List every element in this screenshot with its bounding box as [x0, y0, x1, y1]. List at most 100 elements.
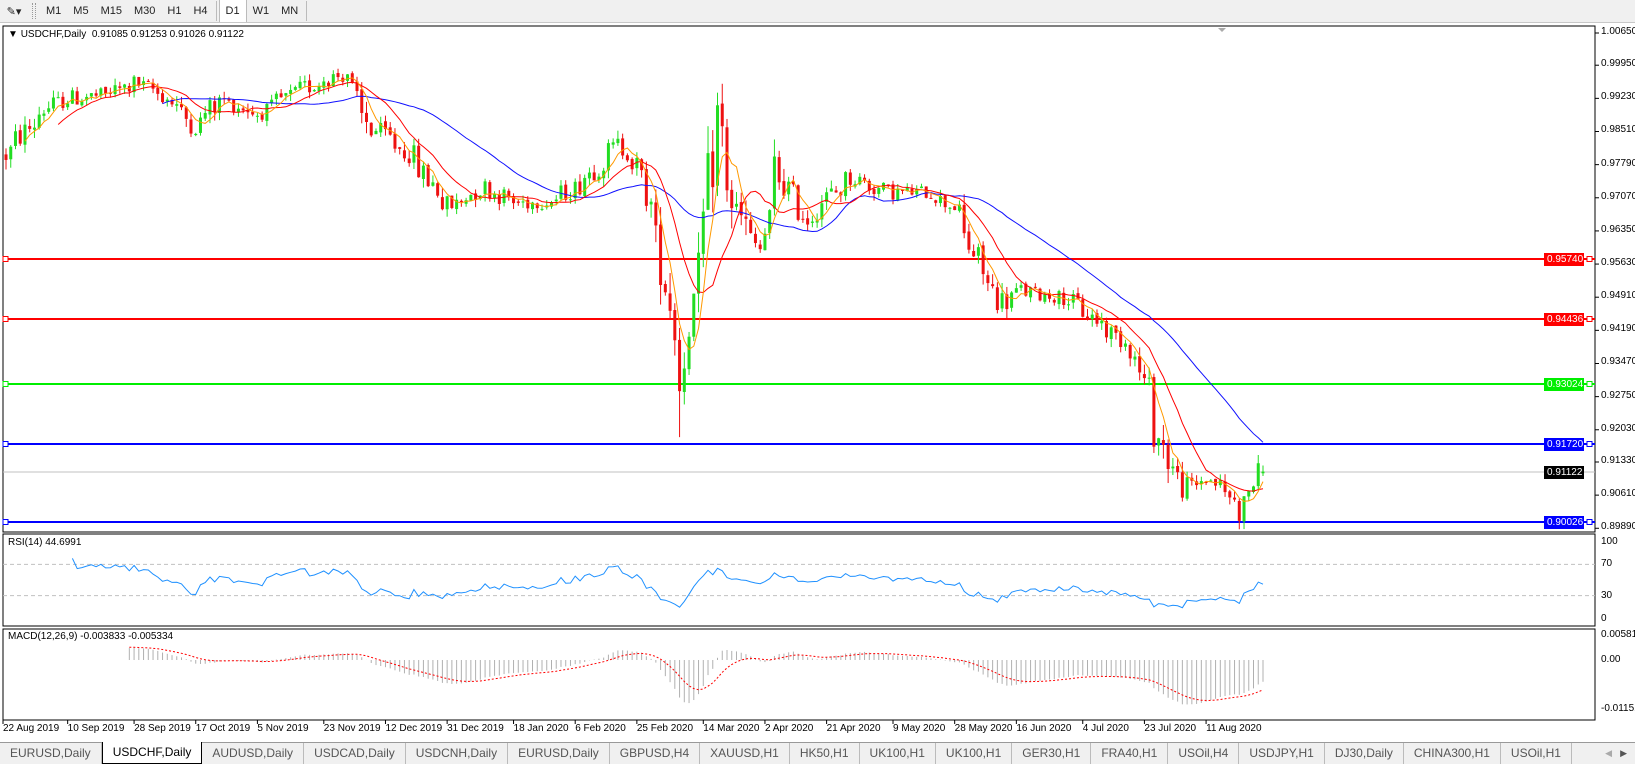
chart-tab[interactable]: USDCNH,Daily — [406, 743, 509, 764]
moving-average-mid — [57, 81, 1264, 492]
candle-down — [1152, 377, 1156, 447]
timeframe-mn[interactable]: MN — [281, 5, 299, 17]
candle-down — [1085, 316, 1089, 320]
candle-up — [123, 84, 127, 88]
candle-up — [379, 123, 383, 133]
candle-up — [716, 105, 720, 186]
date-axis-label: 4 Jul 2020 — [1082, 723, 1129, 734]
candle-down — [863, 177, 867, 181]
timeframe-h4[interactable]: H4 — [193, 5, 208, 17]
candle-down — [668, 293, 672, 311]
timeframe-toolbar: ✎▾ M1 M5 M15 M30 H1 H4 D1 W1 MN — [0, 0, 1635, 23]
rsi-axis-label: 0 — [1601, 613, 1607, 624]
candle-down — [934, 200, 938, 203]
candle-down — [739, 202, 743, 216]
candle-up — [1109, 327, 1113, 340]
candle-down — [426, 165, 430, 187]
chart-tab[interactable]: USOil,H1 — [1501, 743, 1572, 764]
collapse-triangle-icon[interactable]: ▼ — [8, 29, 18, 40]
chart-tab[interactable]: HK50,H1 — [790, 743, 860, 764]
candle-down — [848, 172, 852, 185]
line-handle[interactable] — [1586, 441, 1593, 447]
candle-up — [611, 142, 615, 145]
candle-up — [175, 104, 179, 106]
candle-up — [331, 74, 335, 87]
candle-up — [587, 172, 591, 179]
line-handle[interactable] — [2, 441, 9, 447]
timeframe-w1[interactable]: W1 — [252, 5, 270, 17]
line-handle[interactable] — [1586, 519, 1593, 525]
candle-down — [61, 96, 65, 108]
timeframe-m15[interactable]: M15 — [100, 5, 122, 17]
scroll-right-icon[interactable]: ▶ — [1620, 748, 1627, 758]
candle-down — [526, 199, 530, 209]
candle-down — [104, 86, 108, 94]
chart-tab[interactable]: UK100,H1 — [860, 743, 936, 764]
line-handle[interactable] — [1586, 316, 1593, 322]
chart-tab[interactable]: XAUUSD,H1 — [700, 743, 790, 764]
chart-tab[interactable]: USOil,H4 — [1168, 743, 1240, 764]
candle-down — [1138, 356, 1142, 373]
line-handle[interactable] — [2, 381, 9, 387]
line-handle[interactable] — [1586, 256, 1593, 262]
chart-tab[interactable]: USDCAD,Daily — [304, 743, 406, 764]
chart-tab[interactable]: GER30,H1 — [1012, 743, 1092, 764]
candle-down — [241, 108, 245, 111]
candle-up — [421, 165, 425, 179]
line-handle[interactable] — [2, 519, 9, 525]
timeframe-d1[interactable]: D1 — [218, 0, 247, 22]
date-axis-label: 23 Nov 2019 — [323, 723, 381, 734]
candle-up — [706, 153, 710, 210]
chart-tab[interactable]: EURUSD,Daily — [508, 743, 610, 764]
candle-down — [995, 287, 999, 311]
candle-down — [1038, 288, 1042, 301]
chart-tab[interactable]: GBPUSD,H4 — [610, 743, 701, 764]
chart-tab[interactable]: USDCHF,Daily — [101, 742, 203, 764]
candle-down — [246, 110, 250, 113]
chart-tab[interactable]: EURUSD,Daily — [0, 743, 102, 764]
chart-tab[interactable]: UK100,H1 — [936, 743, 1013, 764]
chart-tab[interactable]: USDJPY,H1 — [1239, 743, 1325, 764]
candle-down — [929, 197, 933, 199]
candle-up — [469, 194, 473, 201]
candle-down — [232, 99, 236, 113]
candle-up — [1014, 288, 1018, 293]
line-handle[interactable] — [2, 256, 9, 262]
candle-up — [787, 181, 791, 195]
chart-shift-marker-icon[interactable] — [1218, 28, 1226, 32]
candle-down — [1119, 331, 1123, 348]
candle-up — [274, 93, 278, 100]
line-tool-icon[interactable]: ✎▾ — [6, 5, 22, 18]
chart-tab[interactable]: AUDUSD,Daily — [202, 743, 305, 764]
timeframe-m30[interactable]: M30 — [133, 5, 156, 17]
toolbar-divider — [306, 1, 308, 21]
timeframe-m1[interactable]: M1 — [46, 5, 62, 17]
candle-down — [801, 218, 805, 220]
candle-up — [455, 199, 459, 210]
date-axis-label: 16 Jun 2020 — [1016, 723, 1072, 734]
timeframe-m5[interactable]: M5 — [73, 5, 89, 17]
chart-tab[interactable]: FRA40,H1 — [1091, 743, 1169, 764]
candle-up — [165, 99, 169, 102]
candle-down — [791, 181, 795, 185]
candle-up — [1242, 496, 1246, 522]
line-handle[interactable] — [2, 316, 9, 322]
candle-up — [957, 204, 961, 211]
chart-tab[interactable]: DJ30,Daily — [1325, 743, 1404, 764]
candle-down — [744, 216, 748, 219]
level-price-tag: 0.95740 — [1544, 253, 1584, 266]
chart-tab[interactable]: CHINA300,H1 — [1404, 743, 1501, 764]
line-handle[interactable] — [1586, 381, 1593, 387]
candle-down — [260, 114, 264, 120]
scroll-left-icon[interactable]: ◀ — [1605, 748, 1613, 758]
candle-up — [597, 176, 601, 181]
timeframe-h1[interactable]: H1 — [167, 5, 182, 17]
candle-down — [516, 201, 520, 203]
candle-up — [132, 76, 136, 93]
candle-up — [810, 221, 814, 223]
toolbar-grip[interactable] — [32, 3, 36, 19]
candle-down — [151, 82, 155, 89]
candle-up — [649, 201, 653, 205]
candle-down — [4, 154, 8, 160]
